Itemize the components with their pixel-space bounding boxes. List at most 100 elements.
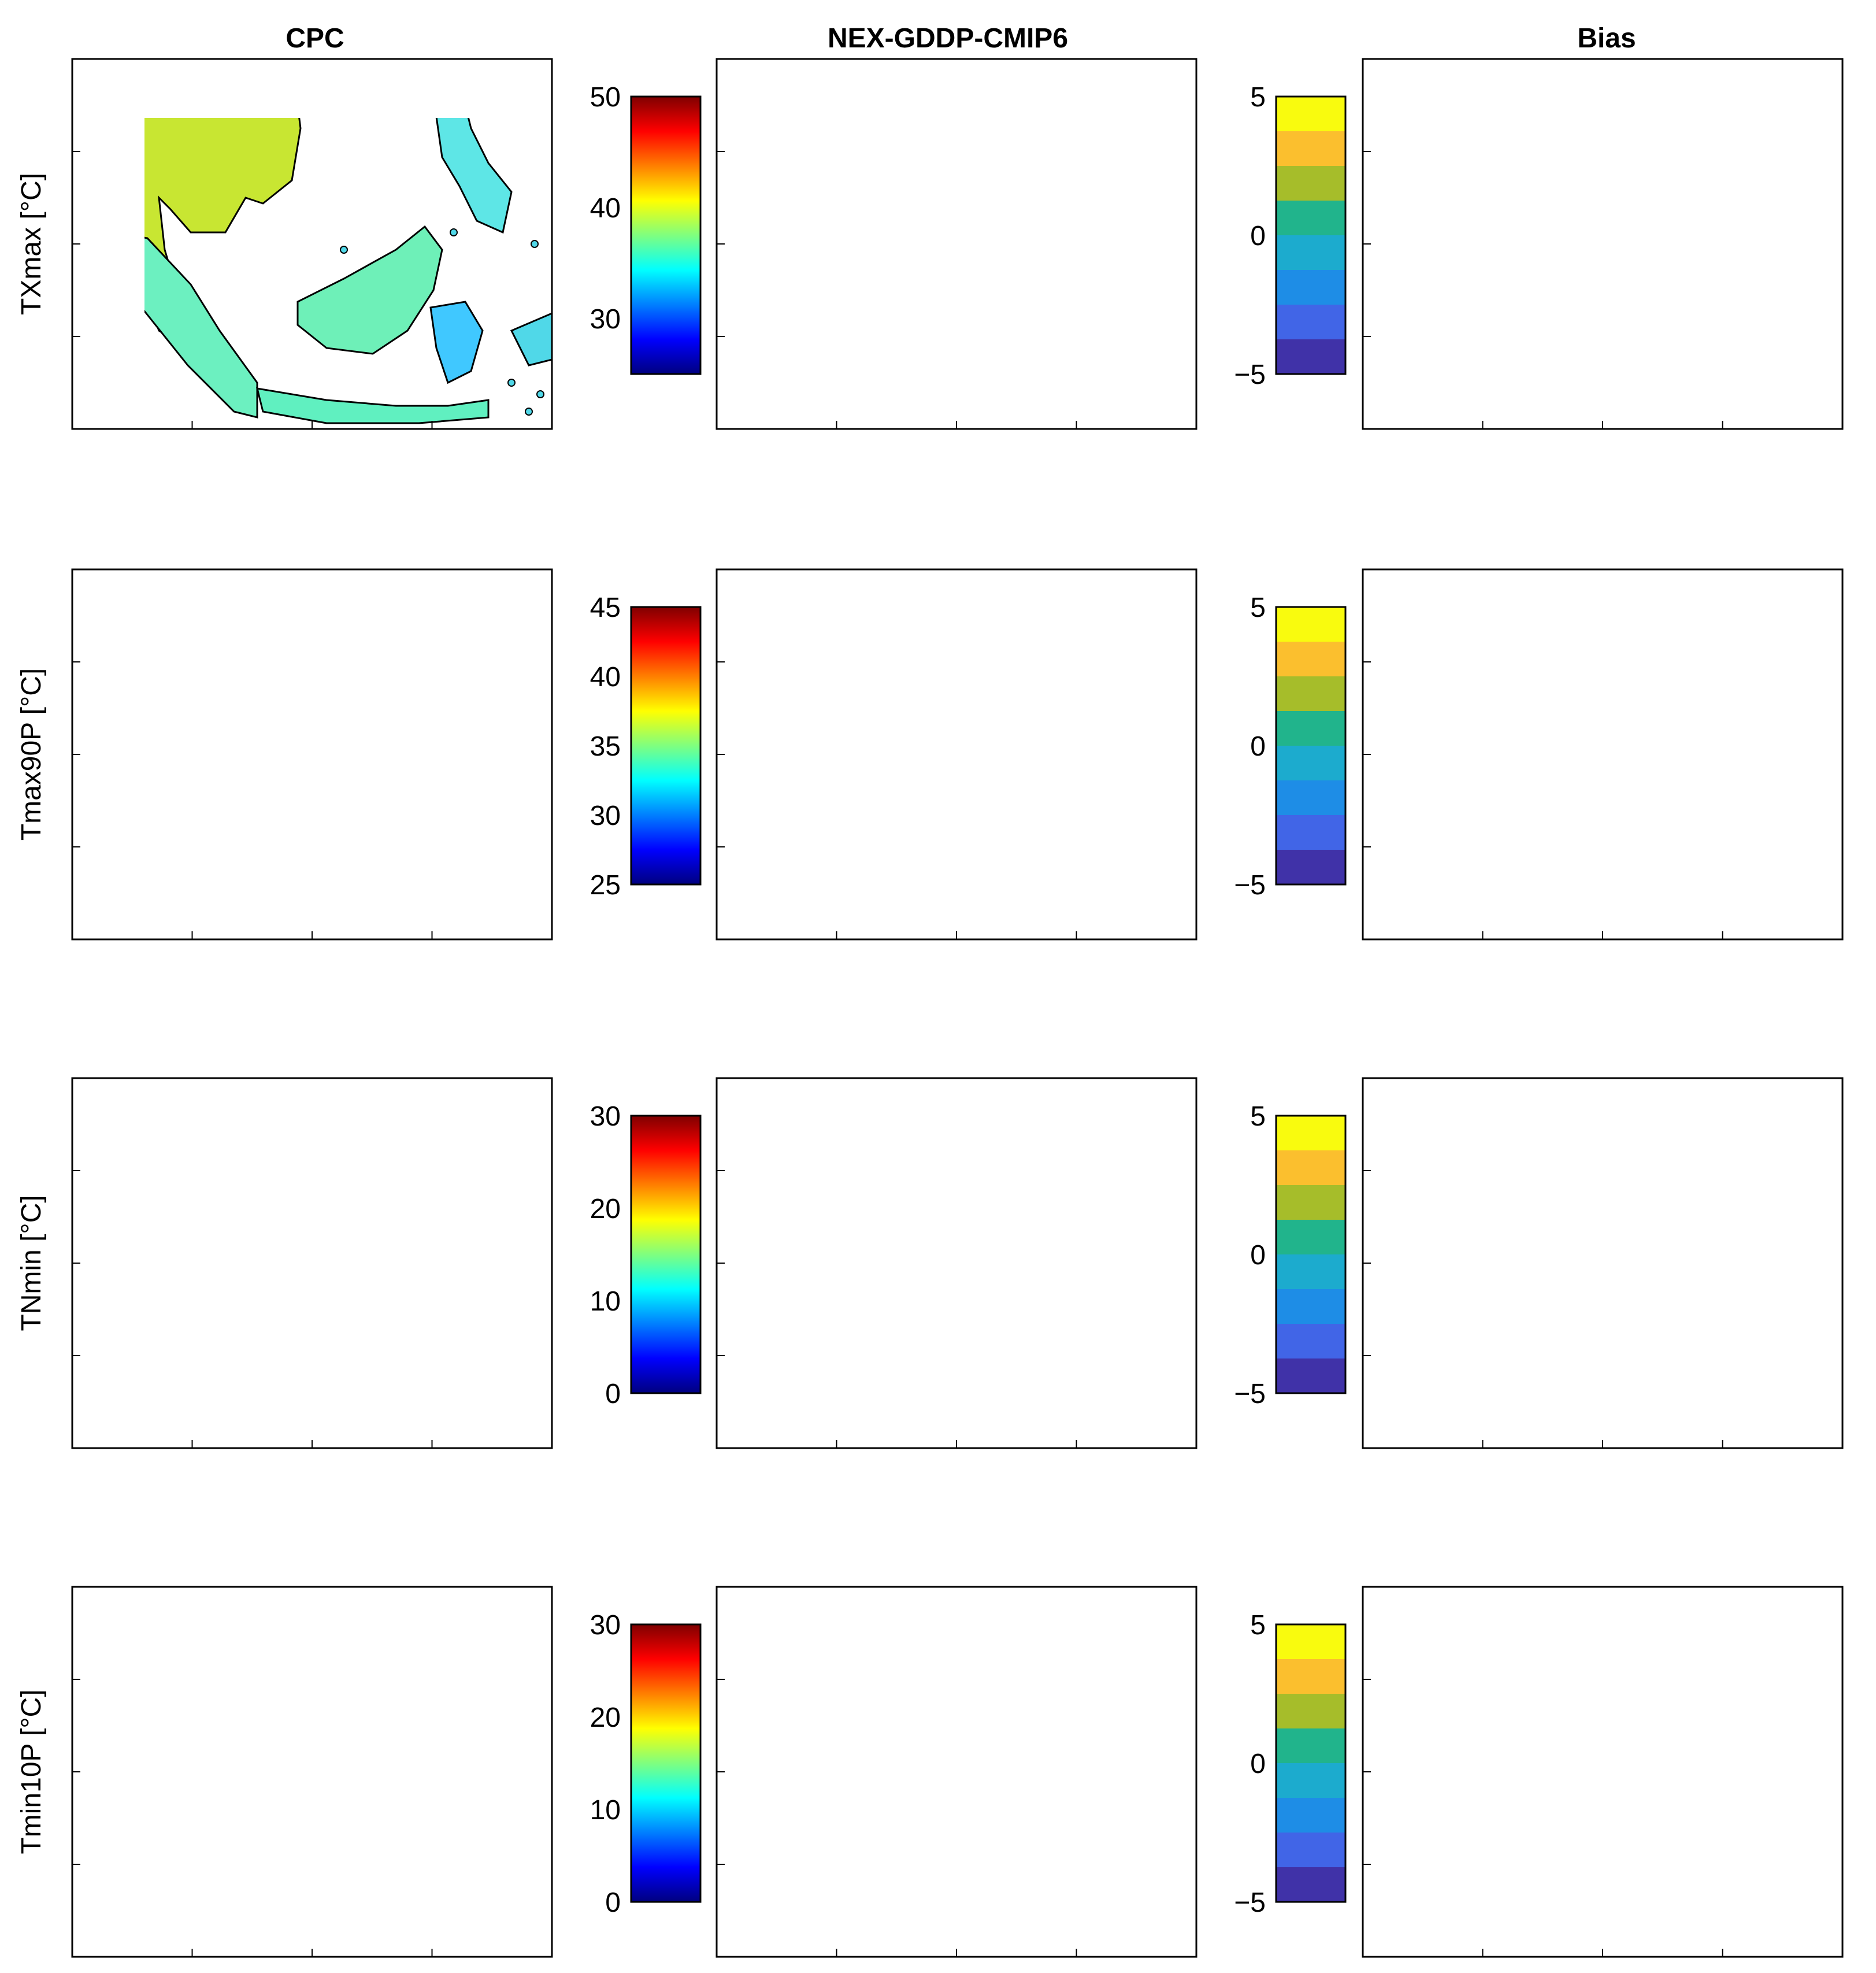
column-title-nex-gddp-cmip6: NEX-GDDP-CMIP6 [828, 23, 1068, 54]
colorbar-bin [1276, 850, 1345, 885]
colorbar-tick-label: 40 [590, 662, 621, 693]
colorbar-bin [1276, 1185, 1345, 1220]
figure-row: Tmax90P [°C] 45 40 35 30 25 5 0 −5 [16, 568, 1844, 941]
colorbar-bin [1276, 201, 1345, 236]
bias-tick-label: 0 [1250, 1240, 1266, 1271]
colorbar-bin [1276, 746, 1345, 781]
colorbar-bin [1276, 1324, 1345, 1359]
bias-tick-label: 0 [1250, 1749, 1266, 1779]
column-title-bias: Bias [1577, 23, 1636, 54]
colorbar-tick-label: 25 [590, 870, 621, 901]
colorbar: 30 20 10 0 [590, 1610, 702, 1918]
colorbar-bin [1276, 97, 1345, 132]
colorbar-bin [1276, 166, 1345, 201]
map-panel [1362, 58, 1844, 430]
colorbar-bin [1276, 815, 1345, 850]
colorbar-bin [1276, 1116, 1345, 1151]
figure-row: TNmin [°C] 30 20 10 0 5 0 −5 [16, 1077, 1844, 1449]
figure-row: Tmin10P [°C] 30 20 10 0 5 0 −5 [16, 1586, 1844, 1958]
colorbar-bin [1276, 607, 1345, 642]
land-philippines [435, 118, 513, 234]
colorbar-tick-label: 20 [590, 1702, 621, 1733]
bias-tick-label: 5 [1250, 1610, 1266, 1641]
colorbar-tick-label: 30 [590, 304, 621, 335]
colorbar-bin [1276, 676, 1345, 712]
land-indochina [144, 118, 302, 362]
colorbar-bin [1276, 1798, 1345, 1833]
colorbar: 45 40 35 30 25 [590, 593, 702, 901]
colorbar-bin [1276, 711, 1345, 746]
colorbar-tick-label: 45 [590, 593, 621, 623]
bias-colorbar: 5 0 −5 [1234, 1610, 1347, 1918]
colorbar-tick-label: 0 [605, 1887, 621, 1918]
bias-tick-label: −5 [1234, 1379, 1266, 1409]
bias-tick-label: −5 [1234, 1887, 1266, 1918]
land-newguinea-edge [510, 312, 553, 367]
colorbar-tick-label: 50 [590, 82, 621, 113]
colorbar-bin [1276, 1833, 1345, 1868]
map-panel [1362, 1077, 1844, 1449]
bias-colorbar: 5 0 −5 [1234, 1101, 1347, 1409]
colorbar-bin [1276, 780, 1345, 816]
bias-tick-label: −5 [1234, 870, 1266, 901]
colorbar-tick-label: 10 [590, 1795, 621, 1826]
colorbar-tick-label: 10 [590, 1286, 621, 1317]
bias-tick-label: 0 [1250, 731, 1266, 762]
map-panel [1362, 1586, 1844, 1958]
colorbar-bin [1276, 1763, 1345, 1798]
colorbar-tick-label: 40 [590, 193, 621, 224]
land-sulawesi [429, 301, 484, 384]
land-java [255, 387, 490, 424]
map-panel [715, 58, 1197, 430]
colorbar-bin [1276, 1220, 1345, 1255]
colorbar-bin [1276, 1659, 1345, 1694]
map-panel [71, 58, 553, 430]
colorbar-tick-label: 30 [590, 1610, 621, 1641]
colorbar-bin [1276, 270, 1345, 305]
colorbar-bin [1276, 1150, 1345, 1186]
colorbar-bin [1276, 1694, 1345, 1729]
land-sumatra [144, 236, 258, 419]
colorbar-bin [1276, 1867, 1345, 1902]
bias-tick-label: −5 [1234, 360, 1266, 390]
map-panel [715, 1077, 1197, 1449]
colorbar-bin [1276, 642, 1345, 677]
bias-colorbar: 5 0 −5 [1234, 82, 1347, 390]
colorbar-tick-label: 30 [590, 801, 621, 831]
row-label: Tmin10P [°C] [16, 1689, 47, 1854]
bias-colorbar: 5 0 −5 [1234, 593, 1347, 901]
row-label: TXmax [°C] [16, 173, 47, 315]
bias-tick-label: 0 [1250, 221, 1266, 251]
row-label: TNmin [°C] [16, 1195, 47, 1331]
colorbar-bin [1276, 235, 1345, 271]
map-panel [715, 568, 1197, 941]
map-panel [71, 1586, 553, 1958]
row-label: Tmax90P [°C] [16, 668, 47, 841]
colorbar: 30 20 10 0 [590, 1101, 702, 1409]
land-borneo [296, 225, 443, 355]
map-panel [71, 1077, 553, 1449]
bias-tick-label: 5 [1250, 593, 1266, 623]
colorbar-bin [1276, 305, 1345, 340]
colorbar-bin [1276, 131, 1345, 166]
colorbar-bin [1276, 1358, 1345, 1394]
colorbar: 50 40 30 [590, 82, 702, 375]
colorbar-tick-label: 0 [605, 1379, 621, 1409]
colorbar-bin [1276, 1728, 1345, 1764]
column-title-cpc: CPC [286, 23, 344, 54]
colorbar-bin [1276, 339, 1345, 375]
colorbar-tick-label: 20 [590, 1194, 621, 1224]
column-titles: CPC NEX-GDDP-CMIP6 Bias [286, 23, 1636, 54]
map-panel [715, 1586, 1197, 1958]
map-panel [71, 568, 553, 941]
bias-tick-label: 5 [1250, 1101, 1266, 1132]
map-panel [1362, 568, 1844, 941]
colorbar-bin [1276, 1624, 1345, 1660]
bias-tick-label: 5 [1250, 82, 1266, 113]
colorbar-tick-label: 35 [590, 731, 621, 762]
colorbar-bin [1276, 1289, 1345, 1324]
colorbar-tick-label: 30 [590, 1101, 621, 1132]
colorbar-bin [1276, 1254, 1345, 1290]
